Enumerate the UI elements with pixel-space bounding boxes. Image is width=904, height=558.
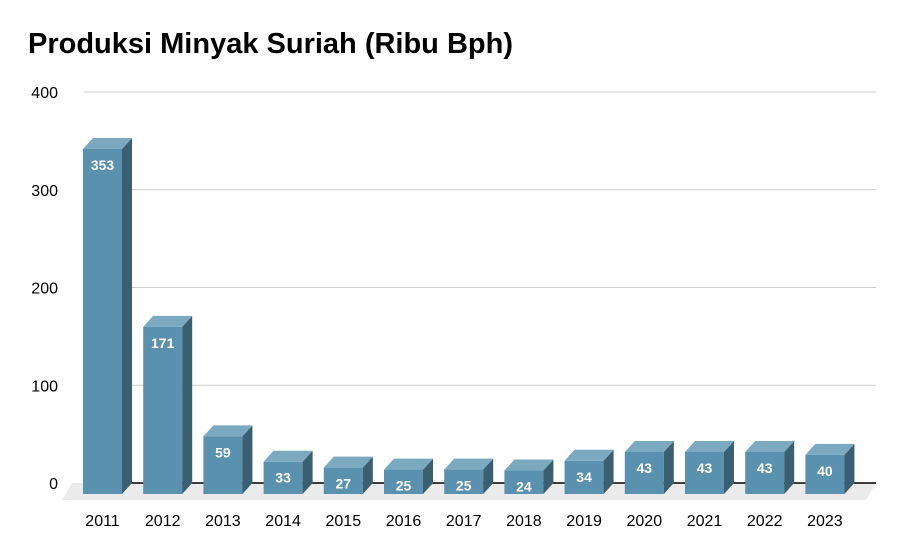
bar bbox=[83, 137, 132, 494]
x-tick-label: 2013 bbox=[205, 513, 241, 530]
x-tick-label: 2019 bbox=[566, 513, 602, 530]
bar-front bbox=[504, 470, 544, 494]
x-tick-label: 2014 bbox=[265, 513, 301, 530]
bar-top bbox=[624, 440, 674, 452]
bar-side bbox=[603, 449, 614, 494]
bar-front bbox=[203, 436, 243, 494]
bar bbox=[745, 440, 795, 494]
data-label: 33 bbox=[275, 470, 291, 486]
bar-top bbox=[504, 459, 554, 471]
y-tick-label: 0 bbox=[49, 476, 58, 493]
bar-side bbox=[784, 440, 795, 494]
x-tick-label: 2011 bbox=[85, 513, 120, 530]
bar-front bbox=[143, 326, 183, 494]
bar-side bbox=[724, 440, 734, 494]
bar-top bbox=[444, 458, 494, 470]
bar-front bbox=[745, 451, 785, 494]
bar-top bbox=[805, 443, 855, 455]
data-label: 171 bbox=[151, 335, 175, 351]
bar-front bbox=[263, 461, 303, 494]
bar-front bbox=[624, 451, 664, 494]
data-label: 43 bbox=[637, 460, 653, 476]
x-tick-label: 2021 bbox=[687, 513, 723, 530]
bar-side bbox=[122, 137, 132, 494]
x-tick-label: 2016 bbox=[386, 513, 422, 530]
data-label: 43 bbox=[697, 460, 713, 476]
y-tick-label: 100 bbox=[31, 378, 58, 395]
bar-side bbox=[663, 440, 674, 494]
bar-side bbox=[423, 458, 433, 494]
bar-side bbox=[543, 459, 554, 494]
bar-side bbox=[302, 450, 313, 494]
chart-title: Produksi Minyak Suriah (Ribu Bph) bbox=[28, 28, 513, 60]
bar bbox=[444, 458, 494, 494]
bar bbox=[143, 315, 193, 494]
data-label: 43 bbox=[757, 460, 773, 476]
bar-side bbox=[182, 315, 193, 494]
data-label: 353 bbox=[91, 157, 115, 173]
bar-front bbox=[685, 451, 724, 494]
bar bbox=[685, 440, 734, 494]
bar bbox=[504, 459, 554, 494]
data-label: 27 bbox=[336, 476, 352, 492]
bar-front bbox=[805, 454, 845, 494]
bar bbox=[203, 425, 253, 494]
y-tick-label: 300 bbox=[31, 183, 58, 200]
bar-top bbox=[685, 440, 734, 452]
data-label: 40 bbox=[817, 463, 833, 479]
data-label: 25 bbox=[396, 478, 412, 494]
data-label: 24 bbox=[516, 479, 532, 495]
bar-front bbox=[564, 460, 604, 494]
bar-front bbox=[384, 469, 423, 494]
bar-top bbox=[83, 137, 132, 149]
bar-top bbox=[564, 449, 614, 461]
bar bbox=[323, 456, 373, 494]
bar-top bbox=[203, 425, 253, 437]
bar-front bbox=[323, 467, 363, 494]
bar-front bbox=[444, 469, 484, 494]
x-tick-label: 2022 bbox=[747, 513, 783, 530]
bar-front bbox=[83, 148, 122, 494]
bar bbox=[624, 440, 674, 494]
bar-side bbox=[844, 443, 855, 494]
x-tick-label: 2012 bbox=[145, 513, 181, 530]
bar-top bbox=[143, 315, 193, 327]
x-tick-label: 2017 bbox=[446, 513, 482, 530]
bar-side bbox=[242, 425, 253, 494]
y-tick-label: 200 bbox=[31, 281, 58, 298]
y-tick-label: 400 bbox=[31, 85, 58, 102]
bar-side bbox=[362, 456, 373, 494]
x-tick-label: 2020 bbox=[627, 513, 663, 530]
bar-side bbox=[483, 458, 494, 494]
bar bbox=[805, 443, 855, 494]
bar-top bbox=[323, 456, 373, 468]
bar-top bbox=[745, 440, 795, 452]
data-label: 34 bbox=[576, 469, 592, 485]
x-tick-label: 2018 bbox=[506, 513, 542, 530]
x-tick-label: 2023 bbox=[807, 513, 843, 530]
bar bbox=[263, 450, 313, 494]
bar-top bbox=[263, 450, 313, 462]
bar bbox=[384, 458, 433, 494]
data-label: 25 bbox=[456, 478, 472, 494]
x-tick-label: 2015 bbox=[326, 513, 362, 530]
data-label: 59 bbox=[215, 444, 231, 460]
bar bbox=[564, 449, 614, 494]
bar-top bbox=[384, 458, 433, 470]
